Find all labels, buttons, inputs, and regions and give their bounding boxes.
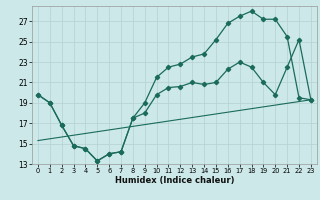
X-axis label: Humidex (Indice chaleur): Humidex (Indice chaleur)	[115, 176, 234, 185]
